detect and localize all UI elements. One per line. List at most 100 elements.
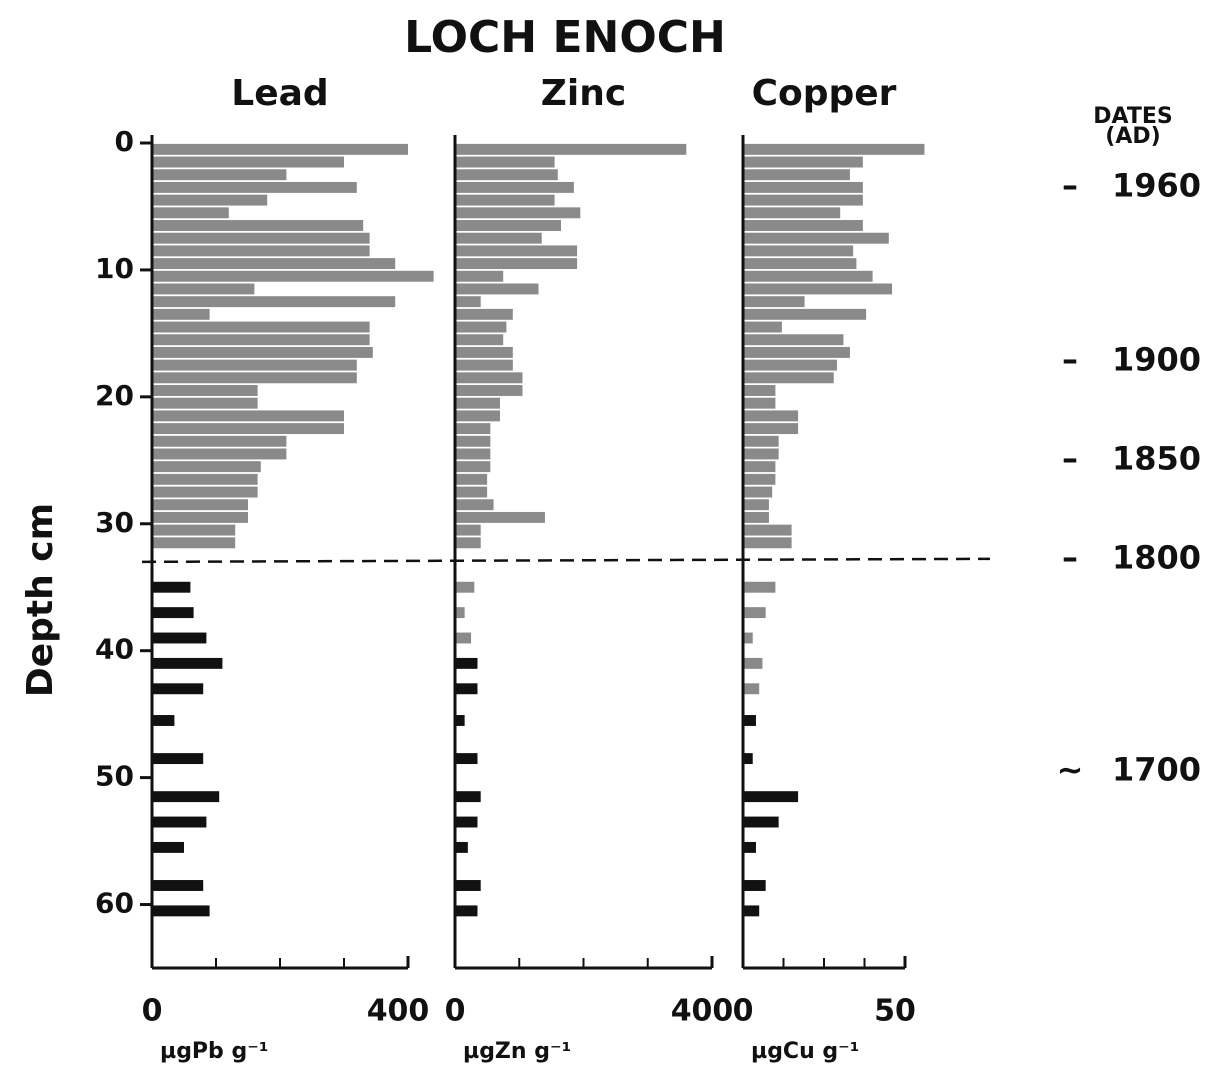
bar	[455, 448, 491, 460]
bar	[152, 220, 364, 231]
bar	[743, 473, 776, 485]
bar	[743, 410, 799, 422]
bar	[743, 753, 753, 765]
bar	[743, 397, 776, 409]
dates-title: DATES	[1093, 104, 1172, 129]
bar	[743, 359, 837, 371]
bar	[455, 486, 488, 498]
bar	[152, 753, 204, 765]
bar	[152, 143, 408, 155]
bar	[455, 346, 513, 358]
bar	[743, 181, 863, 193]
date-marker: –	[1062, 538, 1078, 576]
date-marker: –	[1062, 166, 1078, 204]
bar	[152, 511, 248, 523]
bar	[455, 880, 481, 891]
date-marker: ~	[1057, 750, 1084, 788]
bar	[455, 397, 500, 409]
bar	[743, 448, 779, 460]
bar	[455, 181, 574, 193]
bar	[743, 220, 863, 231]
bar	[743, 537, 792, 549]
bar	[455, 816, 478, 828]
bar	[455, 296, 481, 308]
bar	[743, 194, 863, 206]
dashed-line	[141, 557, 991, 564]
bar	[152, 841, 184, 853]
bar	[743, 486, 773, 498]
bar	[152, 791, 220, 803]
bar	[152, 397, 258, 409]
bar	[743, 791, 799, 803]
bar	[743, 905, 760, 917]
date-label: 1700	[1112, 750, 1201, 788]
bar	[152, 715, 175, 726]
bar	[455, 461, 491, 473]
bar	[455, 321, 507, 333]
bar	[455, 499, 494, 511]
y-tick-label: 60	[95, 887, 134, 920]
bar	[743, 880, 766, 891]
bar	[455, 258, 578, 270]
bar	[455, 632, 472, 644]
x-tick-label: 0	[445, 994, 466, 1029]
bar	[152, 372, 357, 384]
bar	[455, 423, 491, 435]
bar	[455, 657, 478, 669]
bar	[455, 791, 481, 803]
bar	[743, 683, 760, 695]
bar	[455, 715, 465, 726]
bar	[455, 581, 475, 593]
x-tick-label: 0	[142, 994, 163, 1029]
bar	[152, 905, 210, 917]
bar	[455, 753, 478, 765]
bar	[455, 207, 581, 219]
bar	[455, 841, 468, 853]
bar	[152, 473, 258, 485]
bar	[743, 245, 854, 257]
bar	[152, 156, 344, 168]
bar	[743, 423, 799, 435]
bar	[743, 207, 841, 219]
y-tick-label: 30	[95, 506, 134, 539]
bar	[152, 283, 255, 295]
bar	[455, 359, 513, 371]
x-tick-label: 400	[671, 994, 734, 1029]
bar	[455, 385, 523, 396]
date-label: 1850	[1112, 439, 1201, 477]
bar	[152, 607, 194, 619]
bar	[455, 410, 500, 422]
date-label: 1800	[1112, 538, 1201, 576]
bar	[152, 270, 434, 282]
chart-title: LOCH ENOCH	[404, 12, 726, 63]
bar	[743, 385, 776, 396]
date-label: 1960	[1112, 166, 1201, 204]
x-axis-unit: µgZn g⁻¹	[463, 1039, 571, 1064]
x-tick-label: 50	[874, 994, 916, 1029]
bar	[455, 283, 539, 295]
dates-title: (AD)	[1105, 124, 1160, 149]
bar	[455, 524, 481, 536]
bar	[152, 181, 357, 193]
y-tick-label: 50	[95, 760, 134, 793]
bar	[743, 346, 850, 358]
bar	[743, 715, 756, 726]
bar	[152, 683, 204, 695]
date-marker: –	[1062, 340, 1078, 378]
bar	[152, 435, 287, 447]
y-tick-label: 0	[115, 125, 134, 158]
bar	[743, 524, 792, 536]
bar	[152, 657, 223, 669]
bar	[743, 156, 863, 168]
y-axis-label: Depth cm	[20, 503, 61, 697]
panel-title: Copper	[752, 73, 897, 114]
bar	[743, 169, 850, 181]
bar	[743, 143, 925, 155]
bar	[743, 270, 873, 282]
bar	[455, 435, 491, 447]
bar	[455, 511, 545, 523]
bar	[152, 816, 207, 828]
y-tick-label: 20	[95, 379, 134, 412]
bar	[743, 296, 805, 308]
bar	[743, 657, 763, 669]
